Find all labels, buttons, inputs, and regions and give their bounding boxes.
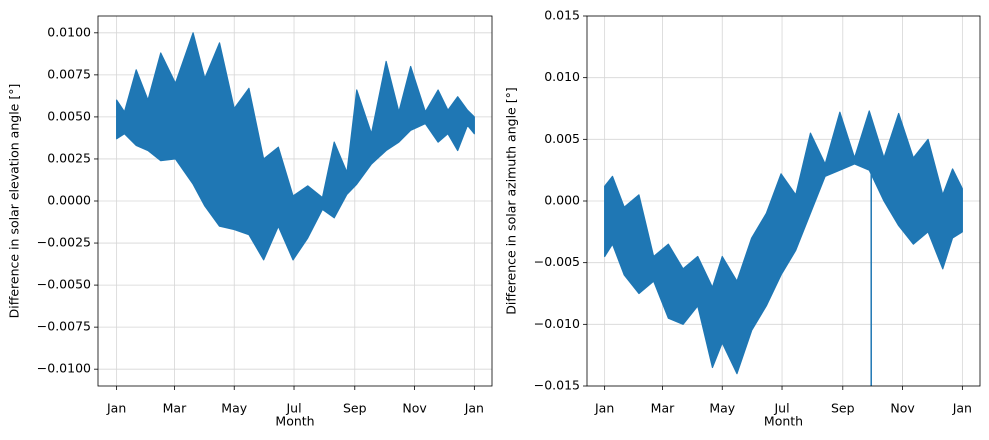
x-tick-label: Jan — [464, 401, 484, 416]
plot-area: −0.0100 −0.0075 −0.0050 −0.0025 0.0000 0.0025… — [7, 15, 493, 429]
x-tick-label: Jul — [285, 401, 301, 416]
y-tick-label: −0.015 — [534, 378, 580, 393]
plot-area: −0.015 −0.010 −0.005 0.000 0.005 0.010 0.015 Ja… — [504, 8, 981, 429]
y-tick-label: 0.005 — [544, 131, 580, 146]
x-tick-label: Jan — [106, 401, 126, 416]
y-tick-label: 0.0000 — [47, 193, 91, 208]
band-area — [116, 32, 475, 261]
x-tick-label: May — [221, 401, 247, 416]
y-tick-label: 0.015 — [544, 8, 580, 23]
y-tick-label: 0.0100 — [47, 24, 91, 39]
axes-frame — [97, 15, 493, 387]
x-axis-label: Month — [764, 414, 803, 429]
x-tick-label: Mar — [163, 401, 187, 416]
x-tick-label: Nov — [890, 401, 915, 416]
x-tick-label: Jul — [773, 401, 789, 416]
y-tick-label: −0.005 — [534, 254, 580, 269]
y-tick-label: 0.0025 — [47, 150, 91, 165]
y-tick-label: −0.010 — [534, 316, 580, 331]
x-tick-label: Jan — [594, 401, 614, 416]
band-area — [604, 110, 963, 375]
x-tick-label: Sep — [343, 401, 367, 416]
y-tick-label: 0.010 — [544, 69, 580, 84]
x-tick-label: Mar — [651, 401, 675, 416]
y-tick-label: −0.0075 — [37, 319, 91, 334]
axes-frame — [586, 15, 981, 387]
y-axis-label: Difference in solar azimuth angle [°] — [504, 87, 519, 314]
y-tick-label: −0.0100 — [37, 361, 91, 376]
y-tick-label: 0.000 — [544, 193, 580, 208]
y-tick-label: 0.0075 — [47, 66, 91, 81]
y-axis-label: Difference in solar elevation angle [°] — [7, 84, 22, 319]
y-tick-label: 0.0050 — [47, 108, 91, 123]
x-tick-label: Nov — [402, 401, 427, 416]
series-group — [116, 32, 475, 261]
y-tick-label: −0.0025 — [37, 235, 91, 250]
x-tick-label: Jan — [952, 401, 972, 416]
x-tick-label: May — [709, 401, 735, 416]
x-axis-label: Month — [275, 414, 314, 429]
series-group — [604, 110, 963, 386]
x-tick-label: Sep — [831, 401, 855, 416]
y-tick-label: −0.0050 — [37, 277, 91, 292]
